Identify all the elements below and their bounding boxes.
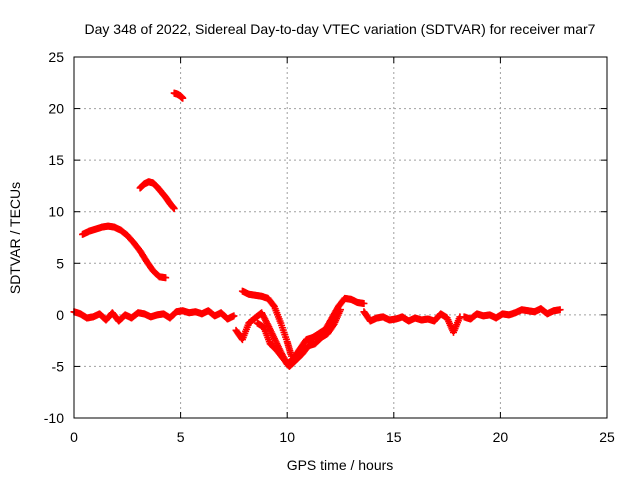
y-tick-label: 25 (48, 49, 64, 65)
data-point (360, 300, 368, 308)
data-point (230, 312, 238, 320)
x-axis-label: GPS time / hours (287, 457, 394, 473)
x-tick-label: 5 (177, 429, 185, 445)
x-tick-label: 15 (386, 429, 402, 445)
series-arc-3 (170, 89, 187, 102)
data-point (179, 94, 187, 102)
data-point (556, 306, 564, 314)
series-dip-band-b (253, 306, 344, 370)
series-late-descent (238, 287, 295, 360)
y-tick-label: -10 (44, 410, 64, 426)
series-arc-2 (136, 178, 178, 213)
series-arc-1 (79, 222, 170, 282)
series-baseline-early (70, 307, 238, 325)
x-tick-label: 0 (70, 429, 78, 445)
data-point (337, 306, 344, 314)
plot-frame (73, 56, 608, 419)
data-point (162, 274, 170, 282)
grid-lines (74, 57, 607, 418)
y-tick-label: 10 (48, 204, 64, 220)
data-points (70, 89, 564, 370)
data-point (170, 205, 178, 213)
x-tick-label: 25 (599, 429, 615, 445)
y-tick-label: 15 (48, 152, 64, 168)
y-tick-label: 0 (56, 307, 64, 323)
x-tick-label: 10 (279, 429, 295, 445)
y-tick-label: -5 (52, 358, 65, 374)
y-tick-label: 20 (48, 101, 64, 117)
y-axis-label: SDTVAR / TECUs (7, 182, 23, 294)
x-tick-label: 20 (493, 429, 509, 445)
chart-title: Day 348 of 2022, Sidereal Day-to-day VTE… (85, 21, 596, 37)
series-evening (460, 305, 564, 323)
series-afternoon (360, 308, 464, 336)
y-tick-label: 5 (56, 255, 64, 271)
